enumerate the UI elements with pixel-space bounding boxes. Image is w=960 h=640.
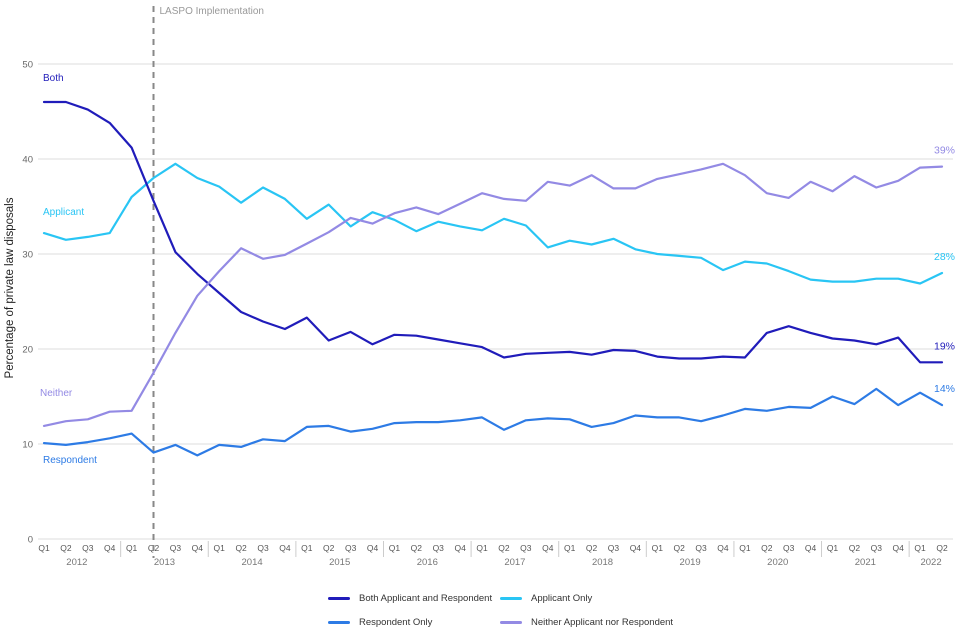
- legend-swatch-both: [328, 596, 350, 600]
- x-tick-quarter: Q2: [586, 543, 598, 553]
- series-end-label-respondent: 14%: [934, 383, 955, 395]
- legend-item-respondent-only: Respondent Only: [328, 616, 432, 628]
- series-end-label-neither: 39%: [934, 145, 955, 157]
- x-tick-quarter: Q4: [542, 543, 554, 553]
- legend-item-both-applicant-and-respondent: Both Applicant and Respondent: [328, 592, 492, 604]
- x-tick-year: 2018: [592, 557, 613, 568]
- series-end-label-both: 19%: [934, 340, 955, 352]
- series-inline-label-respondent: Respondent: [43, 455, 97, 466]
- x-tick-quarter: Q1: [827, 543, 839, 553]
- x-tick-year: 2012: [66, 557, 87, 568]
- y-tick-label-50: 50: [22, 60, 33, 71]
- x-tick-quarter: Q4: [192, 543, 204, 553]
- x-tick-quarter: Q3: [871, 543, 883, 553]
- y-tick-label-40: 40: [22, 155, 33, 166]
- x-tick-quarter: Q4: [454, 543, 466, 553]
- x-tick-quarter: Q3: [257, 543, 269, 553]
- x-tick-quarter: Q4: [367, 543, 379, 553]
- series-end-label-applicant: 28%: [934, 251, 955, 263]
- x-tick-year: 2016: [417, 557, 438, 568]
- x-tick-quarter: Q3: [345, 543, 357, 553]
- legend-swatch-neither: [500, 620, 522, 624]
- x-tick-quarter: Q1: [301, 543, 313, 553]
- legend-item-neither-applicant-nor-respondent: Neither Applicant nor Respondent: [500, 616, 673, 628]
- x-tick-quarter: Q2: [761, 543, 773, 553]
- x-tick-year: 2013: [154, 557, 175, 568]
- legend-swatch-applicant: [500, 596, 522, 600]
- legend-label-both: Both Applicant and Respondent: [359, 592, 493, 604]
- x-tick-quarter: Q4: [630, 543, 642, 553]
- x-tick-year: 2020: [767, 557, 788, 568]
- series-line-respondent: [42, 387, 944, 457]
- legend-label-applicant: Applicant Only: [531, 592, 593, 604]
- legend-label-neither: Neither Applicant nor Respondent: [531, 616, 674, 628]
- series-inline-label-both: Both: [43, 73, 64, 84]
- x-tick-quarter: Q1: [126, 543, 138, 553]
- x-tick-quarter: Q2: [673, 543, 685, 553]
- x-tick-quarter: Q3: [520, 543, 532, 553]
- x-tick-quarter: Q1: [564, 543, 576, 553]
- x-tick-quarter: Q1: [739, 543, 751, 553]
- series-inline-label-applicant: Applicant: [43, 207, 84, 218]
- x-tick-quarter: Q2: [323, 543, 335, 553]
- x-tick-quarter: Q4: [104, 543, 116, 553]
- y-tick-label-10: 10: [22, 440, 33, 451]
- legend-swatch-respondent: [328, 620, 350, 624]
- x-tick-quarter: Q4: [279, 543, 291, 553]
- x-tick-quarter: Q2: [60, 543, 72, 553]
- x-tick-quarter: Q3: [433, 543, 445, 553]
- legend-label-respondent: Respondent Only: [359, 616, 433, 628]
- x-tick-quarter: Q2: [235, 543, 247, 553]
- x-tick-quarter: Q3: [783, 543, 795, 553]
- x-tick-quarter: Q1: [914, 543, 926, 553]
- y-tick-label-30: 30: [22, 250, 33, 261]
- x-tick-year: 2015: [329, 557, 350, 568]
- x-tick-quarter: Q3: [170, 543, 182, 553]
- x-tick-quarter: Q2: [849, 543, 861, 553]
- x-tick-quarter: Q3: [695, 543, 707, 553]
- x-tick-quarter: Q1: [389, 543, 401, 553]
- x-tick-quarter: Q1: [38, 543, 50, 553]
- x-tick-quarter: Q4: [805, 543, 817, 553]
- x-tick-quarter: Q3: [82, 543, 94, 553]
- x-tick-quarter: Q1: [476, 543, 488, 553]
- y-tick-label-20: 20: [22, 345, 33, 356]
- series-line-applicant: [42, 162, 944, 285]
- legend-item-applicant-only: Applicant Only: [500, 592, 592, 604]
- x-tick-quarter: Q1: [652, 543, 664, 553]
- x-tick-year: 2021: [855, 557, 876, 568]
- series-inline-label-neither: Neither: [40, 388, 73, 399]
- series-line-both: [42, 100, 944, 364]
- series-line-neither: [42, 162, 944, 427]
- x-tick-year: 2022: [920, 557, 941, 568]
- x-tick-quarter: Q2: [936, 543, 948, 553]
- x-tick-quarter: Q4: [893, 543, 905, 553]
- x-tick-year: 2014: [242, 557, 263, 568]
- x-tick-quarter: Q2: [498, 543, 510, 553]
- x-tick-quarter: Q2: [411, 543, 423, 553]
- x-tick-quarter: Q4: [717, 543, 729, 553]
- x-tick-year: 2017: [504, 557, 525, 568]
- x-tick-quarter: Q3: [608, 543, 620, 553]
- x-tick-year: 2019: [680, 557, 701, 568]
- x-tick-quarter: Q1: [214, 543, 226, 553]
- laspo-annotation-label: LASPO Implementation: [160, 6, 265, 17]
- y-tick-label-0: 0: [28, 535, 33, 546]
